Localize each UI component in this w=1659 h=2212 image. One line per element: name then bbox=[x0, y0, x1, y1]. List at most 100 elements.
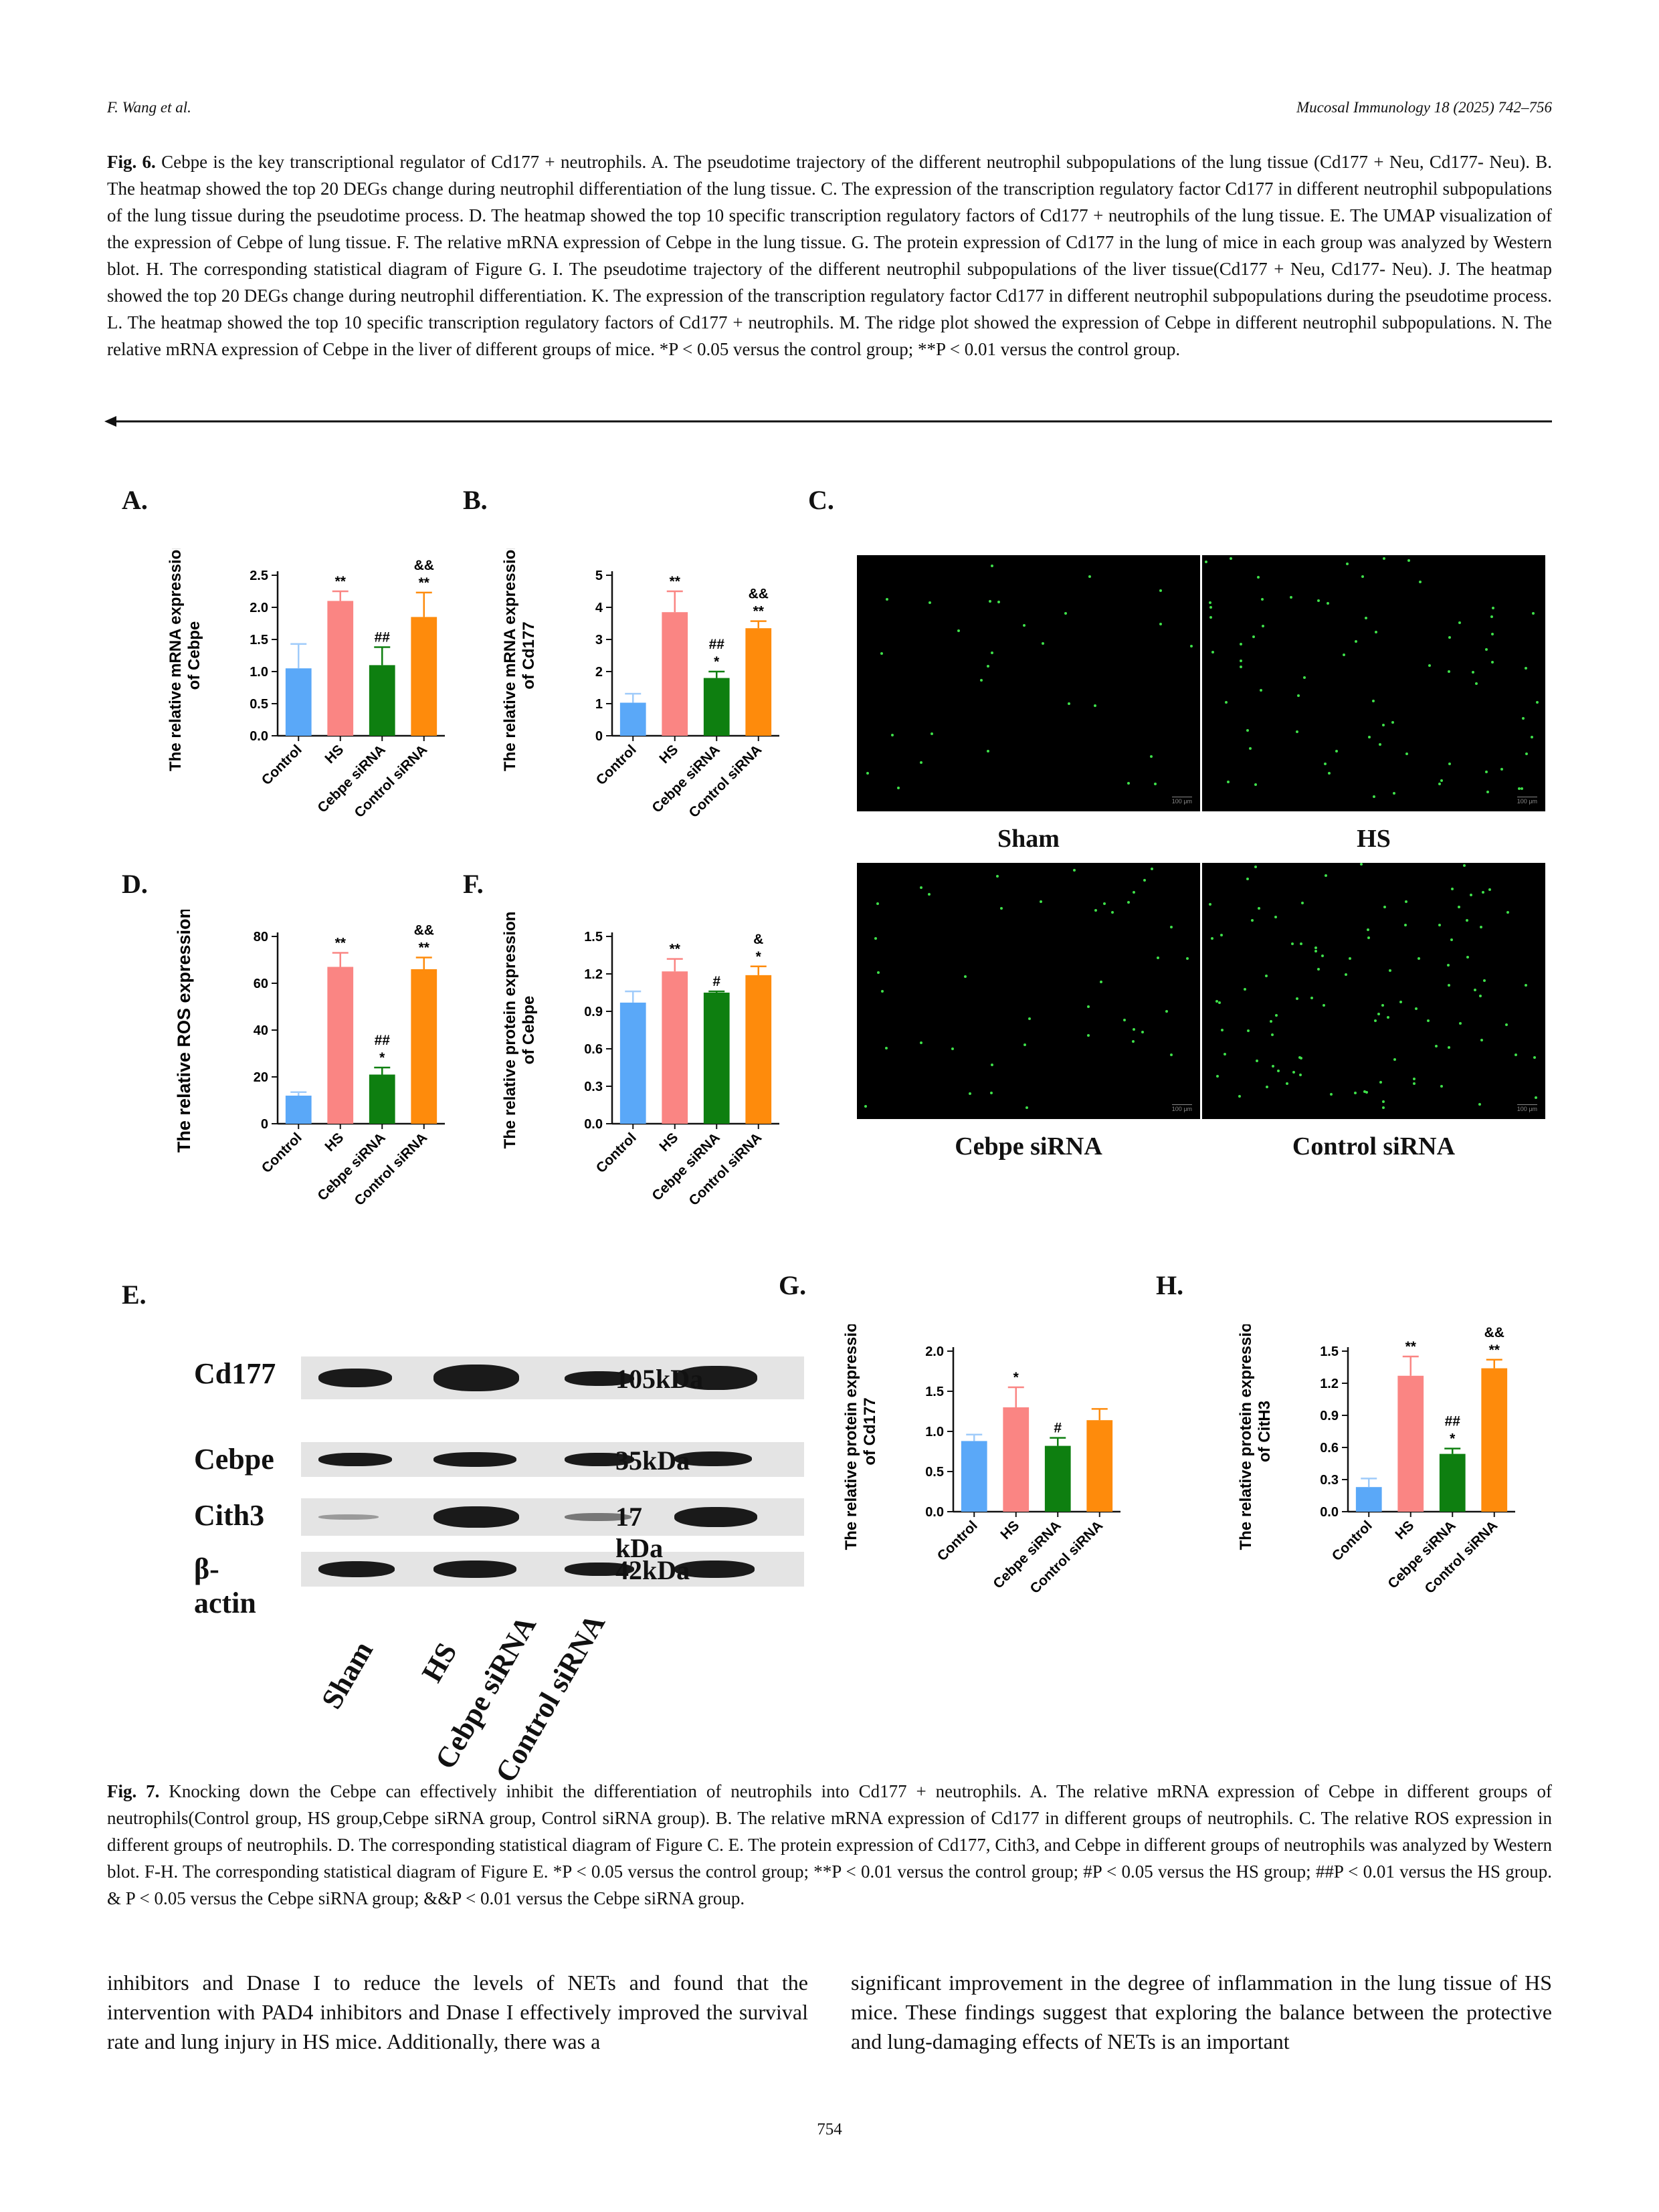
fluorescent-cell bbox=[876, 902, 879, 905]
y-tick-label: 2.5 bbox=[250, 569, 268, 583]
fluorescent-cell bbox=[1209, 606, 1212, 609]
bar-control-sirna bbox=[745, 975, 772, 1124]
significance-mark: ** bbox=[335, 936, 347, 951]
fig6-caption-text: Cebpe is the key transcriptional regulat… bbox=[107, 152, 1553, 359]
fluorescent-cell bbox=[1458, 906, 1460, 908]
bar-hs bbox=[327, 967, 354, 1124]
fluorescent-cell bbox=[874, 937, 877, 940]
significance-mark: * bbox=[1013, 1370, 1019, 1385]
fluorescent-cell bbox=[1365, 1091, 1368, 1094]
x-tick-label: HS bbox=[656, 1130, 681, 1154]
fluorescent-cell bbox=[1300, 1057, 1302, 1060]
fluorescent-cell bbox=[1064, 612, 1067, 615]
y-tick-label: 0.5 bbox=[925, 1465, 944, 1480]
fluorescent-cell bbox=[1277, 1070, 1280, 1072]
fluorescent-cell bbox=[1418, 957, 1420, 960]
fluorescent-cell bbox=[866, 772, 869, 775]
bar-control-sirna bbox=[745, 628, 772, 736]
y-tick-label: 1.0 bbox=[250, 665, 268, 680]
fluorescent-cell bbox=[1478, 1103, 1481, 1106]
bar-hs bbox=[1397, 1375, 1424, 1512]
fluorescent-cell bbox=[1221, 1029, 1224, 1031]
fluorescent-cell bbox=[997, 601, 1000, 603]
y-tick-label: 0.5 bbox=[250, 697, 268, 712]
blot-lane-sham: Sham bbox=[314, 1635, 380, 1714]
fluorescent-cell bbox=[1399, 1001, 1402, 1003]
blot-kda-cith3: 17 kDa bbox=[615, 1502, 664, 1563]
fluorescent-cell bbox=[1525, 752, 1528, 755]
chart-D-ylabel: The relative ROS expression bbox=[174, 910, 194, 1152]
y-tick-label: 1.2 bbox=[1320, 1377, 1339, 1391]
blot-label-cd177: Cd177 bbox=[194, 1357, 276, 1390]
ylabel-line-2: of Cebpe bbox=[185, 621, 203, 690]
fluorescent-cell bbox=[1227, 781, 1230, 783]
y-tick-label: 0.9 bbox=[1320, 1409, 1339, 1423]
fluorescent-cell bbox=[1150, 755, 1153, 758]
significance-mark: ## bbox=[375, 630, 391, 645]
fluorescent-cell bbox=[1297, 694, 1300, 697]
fluorescent-cell bbox=[1440, 779, 1443, 782]
fluorescent-cell bbox=[1127, 901, 1130, 904]
fluorescent-cell bbox=[1354, 1092, 1357, 1094]
fluorescent-cell bbox=[1141, 1031, 1144, 1033]
x-tick-label: HS bbox=[322, 1130, 347, 1154]
fluorescent-cell bbox=[1415, 1007, 1418, 1010]
ylabel-line-2: of Cebpe bbox=[520, 996, 538, 1065]
blot-strip-beta-actin bbox=[301, 1552, 804, 1587]
panel-letter-e: E. bbox=[122, 1280, 147, 1310]
bar-control-sirna bbox=[1086, 1420, 1113, 1512]
fluorescent-cell bbox=[1375, 631, 1377, 633]
y-tick-label: 4 bbox=[595, 601, 603, 615]
fluorescent-cell bbox=[1324, 763, 1327, 765]
micrograph-cebpe-sirna: 100 μm bbox=[857, 863, 1200, 1119]
ylabel-line-1: The relative protein expression bbox=[1237, 1324, 1255, 1550]
fig6-caption: Fig. 6. Cebpe is the key transcriptional… bbox=[107, 148, 1552, 363]
fluorescent-cell bbox=[1438, 924, 1441, 926]
fluorescent-cell bbox=[951, 1047, 954, 1050]
ylabel-line-1: The relative protein expression bbox=[842, 1324, 860, 1550]
bar-control bbox=[285, 1096, 312, 1124]
fluorescent-cell bbox=[1246, 729, 1249, 732]
significance-mark: * bbox=[379, 1050, 385, 1066]
fluorescent-cell bbox=[957, 629, 960, 632]
y-tick-label: 2 bbox=[595, 665, 603, 680]
y-tick-label: 1.5 bbox=[1320, 1344, 1339, 1359]
y-tick-label: 1.5 bbox=[584, 930, 603, 944]
fluorescent-cell bbox=[1230, 557, 1232, 560]
x-tick-label: Control siRNA bbox=[686, 1130, 765, 1209]
fluorescent-cell bbox=[1407, 559, 1410, 562]
fluorescent-cell bbox=[1413, 1082, 1416, 1085]
fluorescent-cell bbox=[1190, 645, 1193, 647]
fluorescent-cell bbox=[1374, 1019, 1377, 1022]
fluorescent-cell bbox=[1532, 612, 1535, 615]
fluorescent-cell bbox=[1303, 676, 1306, 679]
fluorescent-cell bbox=[1535, 1096, 1537, 1099]
fluorescent-cell bbox=[1265, 975, 1268, 977]
fluorescent-cell bbox=[1382, 1106, 1385, 1109]
fluorescent-cell bbox=[1470, 894, 1472, 896]
fluorescent-cell bbox=[1244, 988, 1246, 991]
significance-mark: && bbox=[749, 587, 769, 602]
fluorescent-cell bbox=[881, 990, 884, 993]
fluorescent-cell bbox=[1159, 623, 1162, 625]
x-tick-label: HS bbox=[656, 742, 681, 767]
fluorescent-cell bbox=[1209, 616, 1212, 619]
fluorescent-cell bbox=[1296, 997, 1298, 1000]
y-tick-label: 0.3 bbox=[584, 1080, 603, 1094]
fluorescent-cell bbox=[1133, 891, 1135, 894]
fluorescent-cell bbox=[1518, 787, 1521, 790]
fluorescent-cell bbox=[1536, 701, 1539, 704]
fluorescent-cell bbox=[1205, 561, 1207, 563]
fluorescent-cell bbox=[1000, 907, 1003, 910]
fluorescent-cell bbox=[1482, 891, 1484, 894]
fluorescent-cell bbox=[1327, 602, 1329, 605]
fluorescent-cell bbox=[1094, 704, 1096, 707]
panel-letter-h: H. bbox=[1156, 1270, 1184, 1300]
y-tick-label: 1.5 bbox=[925, 1385, 944, 1399]
bar-cebpe-sirna bbox=[369, 665, 395, 736]
y-tick-label: 40 bbox=[254, 1023, 268, 1038]
fluorescent-cell bbox=[1216, 1075, 1219, 1078]
body-text-left-column: inhibitors and Dnase I to reduce the lev… bbox=[107, 1971, 808, 2053]
x-tick-label: Control siRNA bbox=[1028, 1518, 1106, 1597]
fluorescent-cell bbox=[1270, 1020, 1272, 1023]
